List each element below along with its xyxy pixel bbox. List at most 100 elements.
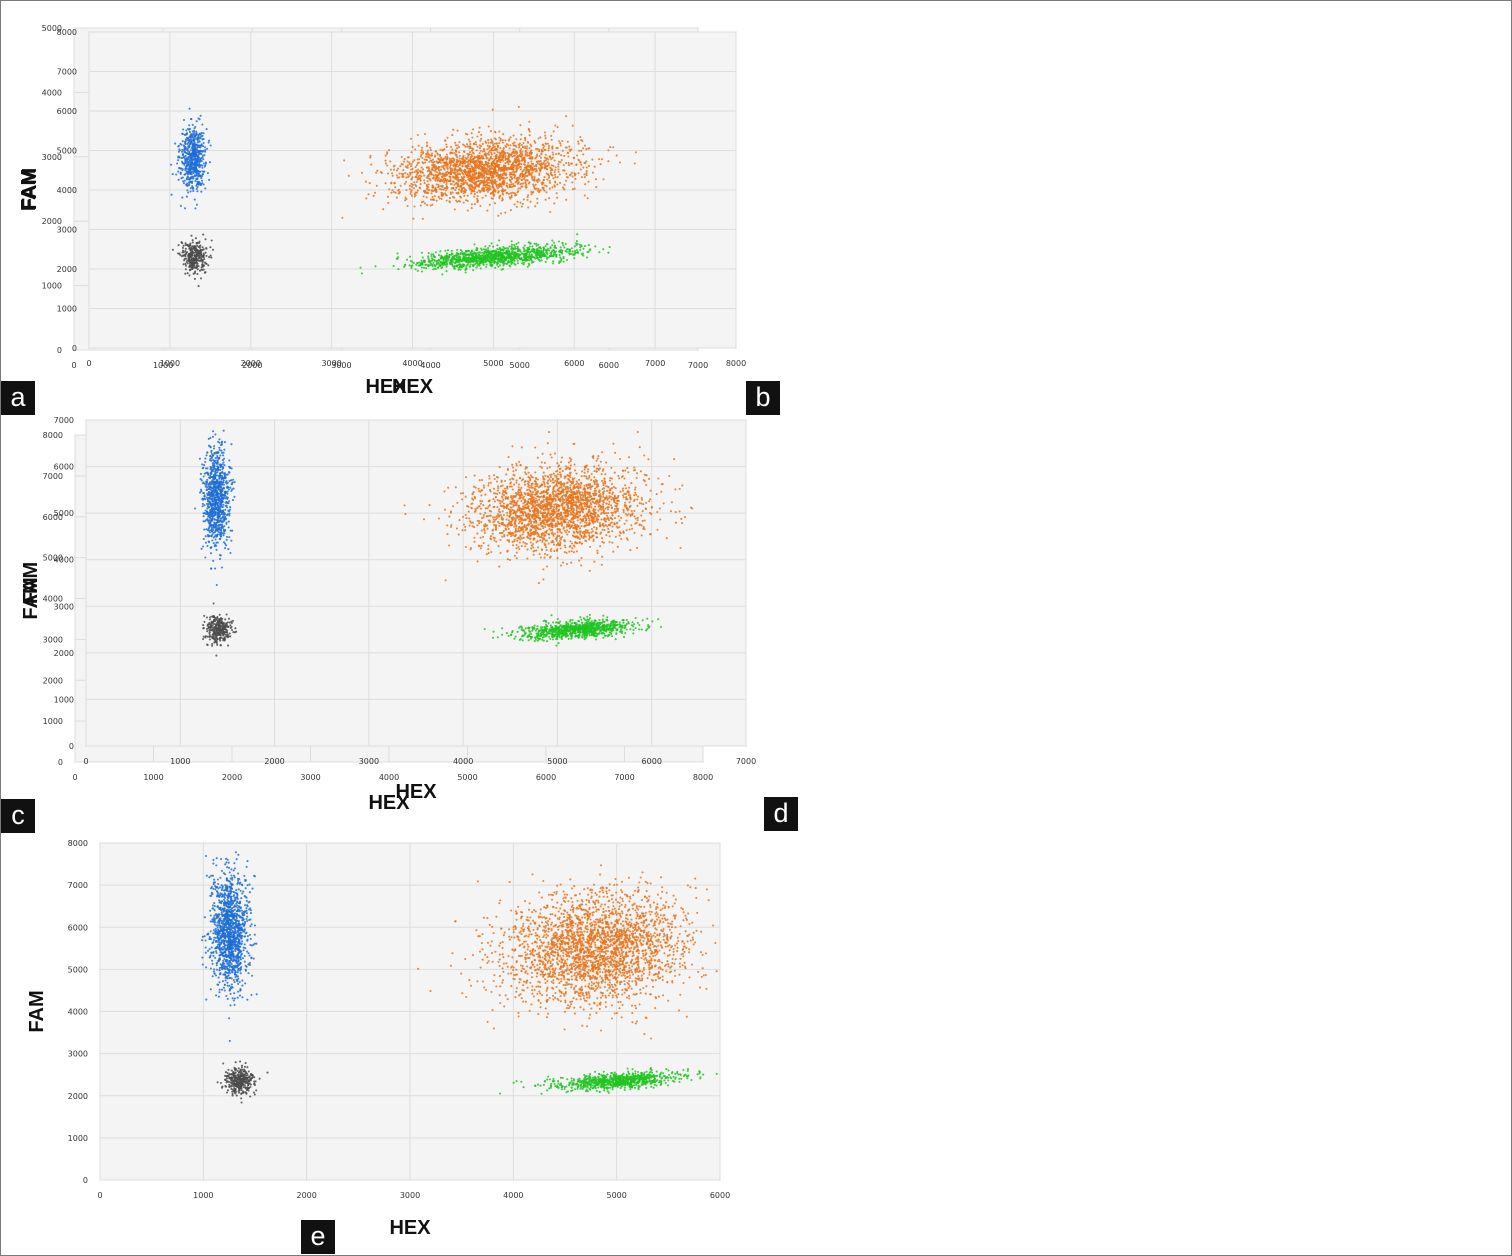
data-point [579,161,582,164]
data-point [449,191,452,194]
data-point [536,181,539,184]
data-point [456,185,459,188]
data-point [459,160,462,164]
data-point [177,244,180,247]
data-point [428,189,431,192]
data-point [553,171,556,174]
data-point [190,234,193,237]
data-point [188,255,191,258]
data-point [205,128,208,131]
data-point [559,161,562,164]
data-point [522,173,525,176]
data-point [478,147,481,150]
data-point [191,250,194,253]
data-point [478,126,481,129]
data-point [444,164,447,167]
data-point [198,246,202,249]
data-point [566,151,569,154]
data-point [197,250,200,253]
data-point [202,264,205,267]
data-point [514,150,517,153]
data-point [195,183,199,186]
data-point [479,145,483,148]
data-point [192,147,195,150]
data-point [580,163,583,166]
data-point [506,169,509,172]
data-point [184,247,187,250]
data-point [389,160,392,163]
data-point [437,158,440,161]
data-point [199,114,202,117]
data-point [470,149,474,152]
data-point [190,266,193,269]
data-point [486,209,489,212]
data-point [189,268,192,271]
data-point [633,162,636,165]
data-point [524,159,527,162]
data-point [471,185,474,188]
data-point [500,169,504,172]
data-point [387,201,390,204]
data-point [587,180,590,183]
data-point [476,194,479,198]
data-point [477,185,481,188]
data-point [451,148,454,151]
data-point [435,171,439,174]
data-point [486,148,489,151]
data-point [457,199,460,203]
data-point [182,254,185,257]
data-point [565,198,568,201]
data-point [534,170,537,173]
data-point [480,166,483,169]
data-point [504,152,507,155]
data-point [512,134,515,137]
data-point [193,277,196,280]
data-point [481,196,484,199]
data-point [494,166,497,169]
data-point [546,161,549,164]
data-point [531,167,534,170]
data-point [467,162,470,165]
data-point [516,164,519,167]
data-point [199,248,202,252]
data-point [489,174,492,177]
data-point [536,153,539,156]
data-point [479,149,482,152]
data-point [364,180,367,183]
data-point [185,178,188,181]
data-point [453,152,456,155]
data-point [456,144,459,147]
data-point [519,168,522,171]
data-point [203,165,206,168]
data-point [544,134,547,137]
data-point [545,157,549,160]
data-point [466,199,469,202]
data-point [410,178,413,181]
data-point [192,251,196,254]
x-tick-label: 7000 [688,361,708,370]
data-point [497,214,500,217]
data-point [386,152,389,155]
data-point [482,157,485,160]
data-point [543,176,546,179]
data-point [195,120,198,123]
data-point [183,133,186,136]
x-tick-label: 0 [86,359,91,368]
data-point [599,163,602,166]
data-point [192,129,196,132]
data-point [405,176,408,179]
data-point [190,262,193,265]
data-point [452,128,455,131]
data-point [191,150,194,153]
x-tick-label: 4000 [420,361,440,370]
data-point [580,139,583,142]
data-point [527,182,531,185]
data-point [493,193,496,196]
data-point [404,165,407,168]
data-point [423,158,426,161]
data-point [485,188,488,192]
data-point [521,185,524,188]
data-point [583,173,586,176]
data-point [476,154,479,157]
data-point [460,168,463,171]
